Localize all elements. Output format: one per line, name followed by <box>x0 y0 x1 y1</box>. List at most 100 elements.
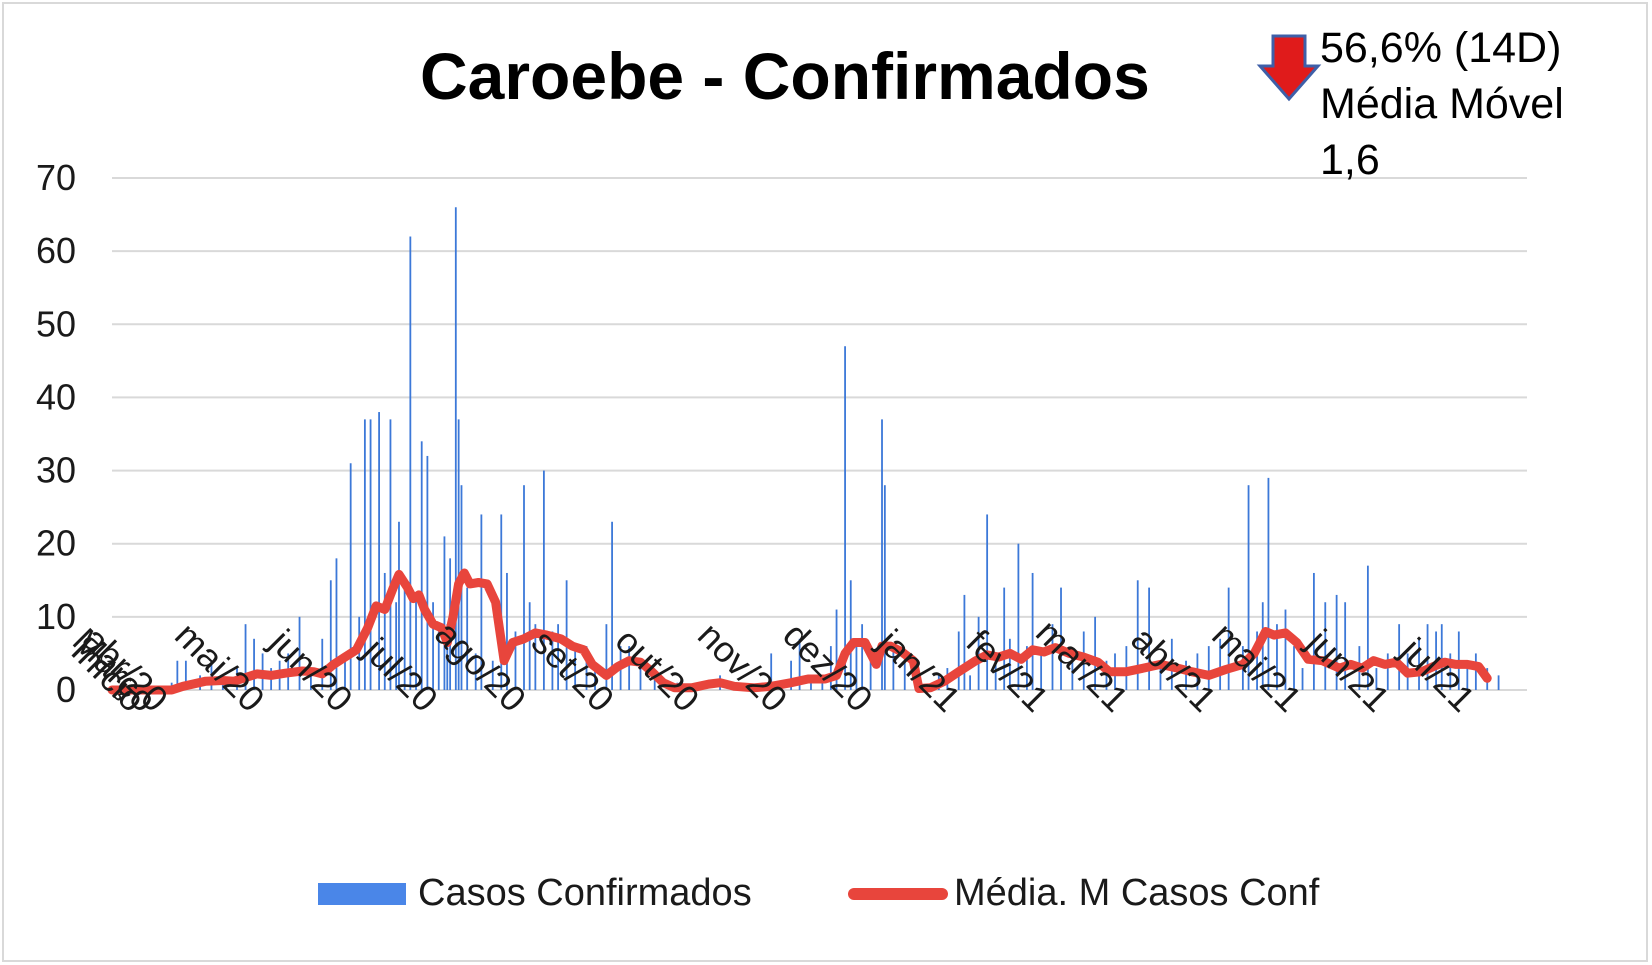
bar <box>1284 609 1287 690</box>
bar <box>1324 602 1327 690</box>
bar <box>1344 602 1347 690</box>
bar <box>1031 572 1034 690</box>
bar <box>534 624 537 690</box>
bar <box>963 594 966 690</box>
bar <box>1426 624 1429 690</box>
bar <box>309 668 312 690</box>
bar <box>298 616 301 690</box>
bar <box>849 580 852 690</box>
bar <box>1185 660 1187 690</box>
bar <box>378 412 380 690</box>
bar <box>253 638 255 690</box>
bar <box>1386 653 1389 690</box>
y-tick-label: 70 <box>36 157 76 198</box>
bar <box>1293 646 1295 690</box>
y-tick-label: 30 <box>36 450 76 491</box>
bar <box>574 646 577 690</box>
bar <box>1440 624 1443 690</box>
bar <box>466 587 469 690</box>
bar <box>881 419 883 690</box>
legend-swatch-line <box>848 887 948 900</box>
x-axis-ticks: InícioMarçoabr/20mai/20jun/20jul/20ago/2… <box>63 611 1483 719</box>
bar <box>443 536 446 690</box>
legend-label-media: Média. M Casos Conf <box>954 872 1320 914</box>
bar <box>1060 587 1062 690</box>
bar <box>1466 660 1469 690</box>
bar <box>491 660 494 690</box>
bar <box>611 521 613 690</box>
bar <box>506 572 508 690</box>
bar <box>829 646 832 690</box>
bar <box>344 653 346 690</box>
annotation-value: 1,6 <box>1320 136 1380 184</box>
x-tick-label: out/20 <box>608 620 708 720</box>
bar <box>1256 631 1258 690</box>
bar <box>594 668 596 690</box>
bar <box>1418 638 1420 690</box>
y-tick-label: 50 <box>36 303 76 344</box>
bar <box>474 653 477 690</box>
bar <box>1017 543 1020 690</box>
bar <box>790 660 792 690</box>
bar <box>454 207 457 690</box>
down-arrow-icon <box>1256 34 1322 102</box>
bar <box>335 558 338 690</box>
bar <box>1051 624 1054 690</box>
bar <box>565 580 568 690</box>
bar <box>184 660 187 690</box>
bar <box>1207 646 1210 690</box>
bar <box>369 419 372 690</box>
gridlines <box>112 177 1527 691</box>
bar <box>869 646 872 690</box>
bar <box>426 455 429 690</box>
bar <box>903 653 906 690</box>
bar <box>528 602 531 690</box>
bar <box>446 624 449 690</box>
bar <box>892 646 895 690</box>
bar <box>409 236 412 690</box>
bar <box>1398 624 1401 690</box>
bar <box>1148 587 1150 690</box>
bar <box>389 419 392 690</box>
bar <box>1008 638 1011 690</box>
x-tick-label: mai/20 <box>167 614 272 719</box>
bar <box>321 638 324 690</box>
bar <box>244 624 247 690</box>
chart-title: Caroebe - Confirmados <box>420 39 1150 113</box>
bar <box>585 646 588 690</box>
bar <box>551 631 554 690</box>
bar <box>861 624 864 690</box>
bar <box>432 602 434 690</box>
annotation-box: 56,6% (14D) Média Móvel 1,6 <box>1320 20 1564 188</box>
annotation-label: Média Móvel <box>1320 80 1564 128</box>
bar <box>403 587 406 690</box>
bar <box>437 631 440 690</box>
bar <box>420 441 423 690</box>
bar <box>383 572 386 690</box>
bar <box>500 514 503 690</box>
bar <box>1247 485 1250 690</box>
bar <box>210 660 213 690</box>
legend-swatch-bar <box>318 882 406 905</box>
bar <box>835 609 838 690</box>
legend-item-media: Média. M Casos Conf <box>848 872 1319 915</box>
bar <box>1312 572 1315 690</box>
bar <box>415 594 417 690</box>
bar <box>363 419 366 690</box>
bar <box>1040 653 1043 690</box>
legend-item-casos: Casos Confirmados <box>318 872 752 915</box>
bar <box>883 485 886 690</box>
bar <box>1159 660 1162 690</box>
y-tick-label: 0 <box>56 669 76 710</box>
bar <box>1105 660 1108 690</box>
annotation-percent: 56,6% (14D) <box>1320 24 1562 72</box>
bar <box>398 521 400 690</box>
bar <box>798 638 801 690</box>
bar <box>1276 624 1278 690</box>
bar <box>1026 646 1028 690</box>
legend-label-casos: Casos Confirmados <box>418 872 752 914</box>
line-series-media-movel <box>107 568 1492 695</box>
bar <box>1227 587 1230 690</box>
x-tick-label: nov/20 <box>690 614 795 719</box>
